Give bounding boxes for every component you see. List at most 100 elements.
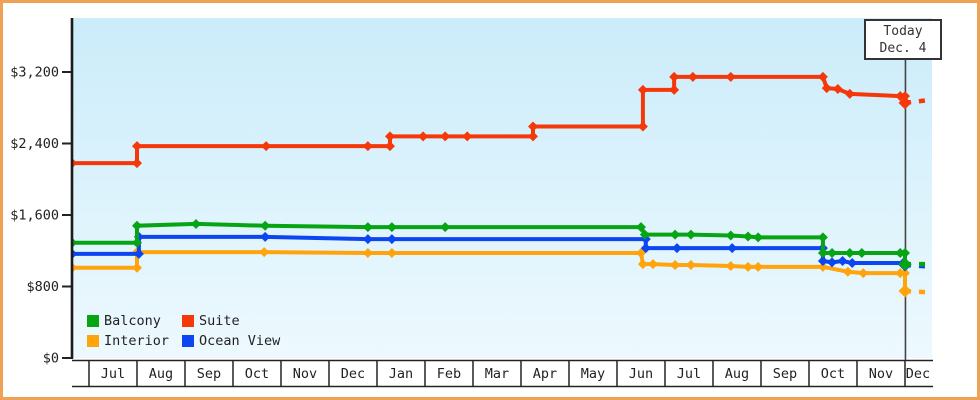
series-marker-balcony — [817, 232, 828, 243]
series-marker-ocean-view — [672, 243, 682, 254]
series-marker-suite — [817, 71, 828, 82]
month-label: Jul — [677, 366, 701, 382]
series-marker-balcony — [753, 232, 764, 243]
series-marker-suite — [669, 84, 680, 95]
series-marker-suite — [900, 91, 910, 102]
y-axis-ticks: $0 $800 $1,600 $2,400 $3,200 — [10, 65, 72, 367]
series-marker-ocean-view — [827, 257, 838, 268]
series-marker-interior — [842, 266, 853, 277]
series-marker-interior — [743, 261, 754, 272]
y-tick-label: $1,600 — [10, 208, 59, 224]
y-tick-label: $0 — [43, 351, 59, 367]
series-marker-interior — [817, 261, 828, 272]
x-axis-month-strip: Jul Aug Sep Oct Nov Dec Jan Feb Mar Apr May Jun Jul A… — [72, 359, 933, 388]
series-marker-suite — [384, 131, 395, 142]
month-label: Jun — [629, 366, 653, 382]
series-marker-interior — [753, 261, 764, 272]
series-marker-ocean-view — [817, 256, 828, 267]
y-tick-label: $800 — [26, 279, 59, 295]
series-marker-suite — [462, 131, 473, 142]
series-marker-interior — [132, 262, 142, 273]
series-marker-balcony — [362, 222, 373, 233]
series-marker-ocean-view — [133, 248, 144, 259]
series-marker-interior — [670, 260, 681, 271]
series-marker-balcony — [743, 231, 754, 242]
series-marker-interior — [858, 268, 869, 279]
today-date: Dec. 4 — [879, 41, 927, 56]
series-marker-interior — [685, 260, 696, 271]
month-label: Mar — [485, 366, 509, 382]
month-label: Jan — [389, 366, 413, 382]
legend-swatch-ocean-view — [182, 335, 194, 347]
series-marker-balcony — [639, 229, 650, 240]
legend: Balcony Suite Interior Ocean View — [87, 311, 280, 351]
legend-item-interior: Interior — [87, 331, 182, 351]
legend-swatch-interior — [87, 335, 99, 347]
series-marker-balcony — [900, 247, 910, 258]
series-marker-suite — [637, 84, 648, 95]
legend-swatch-balcony — [87, 315, 99, 327]
series-marker-interior — [900, 268, 910, 279]
series-marker-interior — [386, 247, 397, 258]
series-marker-suite — [898, 96, 912, 110]
series-marker-suite — [528, 131, 538, 142]
legend-label-balcony: Balcony — [104, 313, 161, 329]
month-label: Aug — [725, 366, 749, 382]
series-marker-balcony — [844, 247, 855, 258]
series-marker-interior — [898, 284, 912, 298]
series-marker-balcony — [856, 247, 867, 258]
y-tick-label: $3,200 — [10, 65, 59, 81]
series-marker-balcony — [132, 220, 142, 231]
series-marker-suite — [261, 141, 272, 152]
series-marker-ocean-view — [362, 234, 373, 245]
legend-item-balcony: Balcony — [87, 311, 182, 331]
series-marker-suite — [832, 83, 843, 94]
series-marker-suite — [132, 158, 142, 169]
month-label: Sep — [773, 366, 797, 382]
series-marker-balcony — [725, 230, 736, 241]
legend-swatch-suite — [182, 315, 194, 327]
series-marker-ocean-view — [837, 256, 848, 267]
series-marker-suite — [687, 71, 698, 82]
today-label: Today — [883, 24, 923, 39]
series-marker-balcony — [636, 222, 646, 233]
series-marker-ocean-view — [260, 231, 271, 242]
legend-label-interior: Interior — [104, 333, 170, 349]
series-marker-balcony — [191, 218, 202, 229]
series-marker-balcony — [386, 222, 397, 233]
series-marker-suite — [418, 131, 429, 142]
series-marker-interior — [362, 247, 373, 258]
today-box: Today Dec. 4 — [864, 19, 942, 60]
series-marker-balcony — [260, 220, 271, 231]
series-marker-balcony — [817, 247, 828, 258]
month-label: Feb — [437, 366, 461, 382]
month-label: Nov — [869, 366, 893, 382]
legend-label-ocean-view: Ocean View — [199, 333, 281, 349]
series-marker-balcony — [440, 222, 451, 233]
legend-label-suite: Suite — [199, 313, 240, 329]
y-tick-label: $2,400 — [10, 136, 59, 152]
series-marker-interior — [725, 260, 736, 271]
month-label: Oct — [245, 366, 269, 382]
month-label: Nov — [293, 366, 317, 382]
month-label: Sep — [197, 366, 221, 382]
series-marker-suite — [384, 141, 395, 152]
series-marker-balcony — [827, 247, 838, 258]
series-marker-interior — [637, 259, 648, 270]
month-label: Dec — [341, 366, 365, 382]
series-marker-suite — [669, 71, 680, 82]
series-marker-suite — [844, 88, 855, 99]
month-label: May — [581, 366, 605, 382]
series-marker-balcony — [132, 237, 142, 248]
series-marker-suite — [821, 83, 832, 94]
series-marker-interior — [259, 247, 270, 258]
legend-item-ocean-view: Ocean View — [182, 331, 280, 351]
month-label: Apr — [533, 366, 557, 382]
series-marker-ocean-view — [640, 243, 651, 254]
series-marker-ocean-view — [847, 257, 858, 268]
month-label: Jul — [101, 366, 125, 382]
series-marker-suite — [637, 121, 648, 132]
series-marker-suite — [362, 141, 373, 152]
